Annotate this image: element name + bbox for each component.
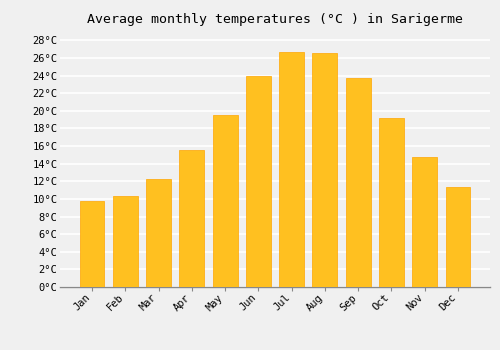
Bar — [80, 201, 104, 287]
Bar — [412, 156, 437, 287]
Bar — [379, 118, 404, 287]
Bar — [246, 76, 271, 287]
Bar — [279, 52, 304, 287]
Bar — [146, 178, 171, 287]
Title: Average monthly temperatures (°C ) in Sarigerme: Average monthly temperatures (°C ) in Sa… — [87, 13, 463, 26]
Bar — [212, 115, 238, 287]
Bar — [113, 196, 138, 287]
Bar — [446, 188, 470, 287]
Bar — [346, 78, 370, 287]
Bar — [312, 52, 338, 287]
Bar — [180, 149, 204, 287]
